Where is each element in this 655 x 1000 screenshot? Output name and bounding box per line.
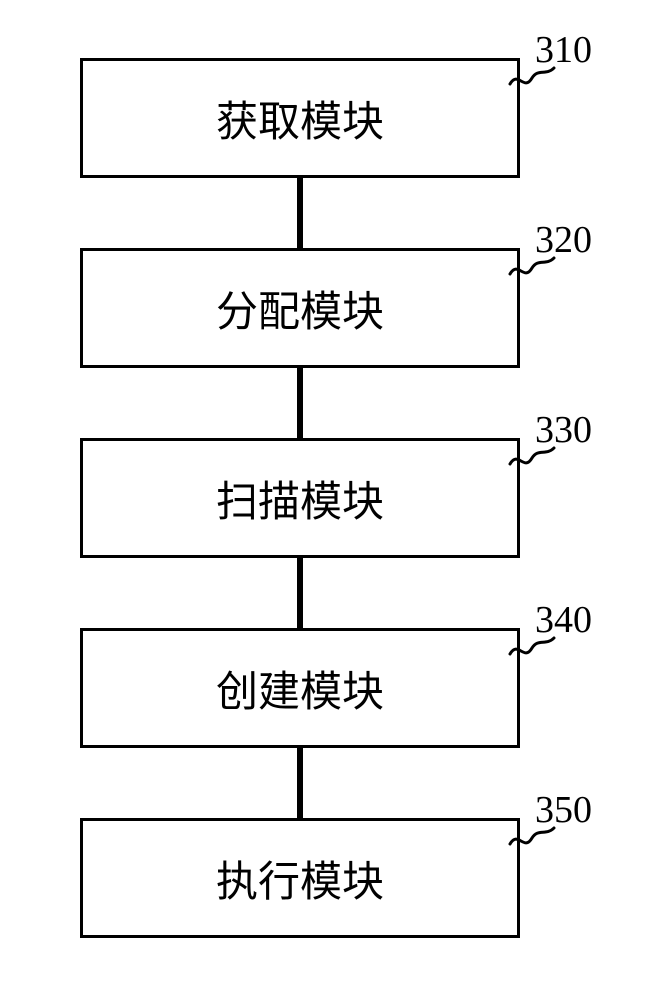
flow-node-n350: 执行模块 xyxy=(80,818,520,938)
flow-node-label: 获取模块 xyxy=(216,88,384,149)
lead-line-icon xyxy=(508,256,558,281)
connector-n330-n340 xyxy=(297,558,303,628)
lead-line-icon xyxy=(508,826,558,851)
lead-line-icon xyxy=(508,66,558,91)
connector-n320-n330 xyxy=(297,368,303,438)
diagram-canvas: 获取模块310分配模块320扫描模块330创建模块340执行模块350 xyxy=(0,0,655,1000)
flow-node-label: 扫描模块 xyxy=(216,468,384,529)
flow-node-n310: 获取模块 xyxy=(80,58,520,178)
flow-node-label: 创建模块 xyxy=(216,658,384,719)
flow-node-label: 执行模块 xyxy=(216,848,384,909)
lead-line-icon xyxy=(508,446,558,471)
flow-node-label: 分配模块 xyxy=(216,278,384,339)
connector-n340-n350 xyxy=(297,748,303,818)
lead-line-icon xyxy=(508,636,558,661)
flow-node-n340: 创建模块 xyxy=(80,628,520,748)
flow-node-n330: 扫描模块 xyxy=(80,438,520,558)
flow-node-n320: 分配模块 xyxy=(80,248,520,368)
connector-n310-n320 xyxy=(297,178,303,248)
